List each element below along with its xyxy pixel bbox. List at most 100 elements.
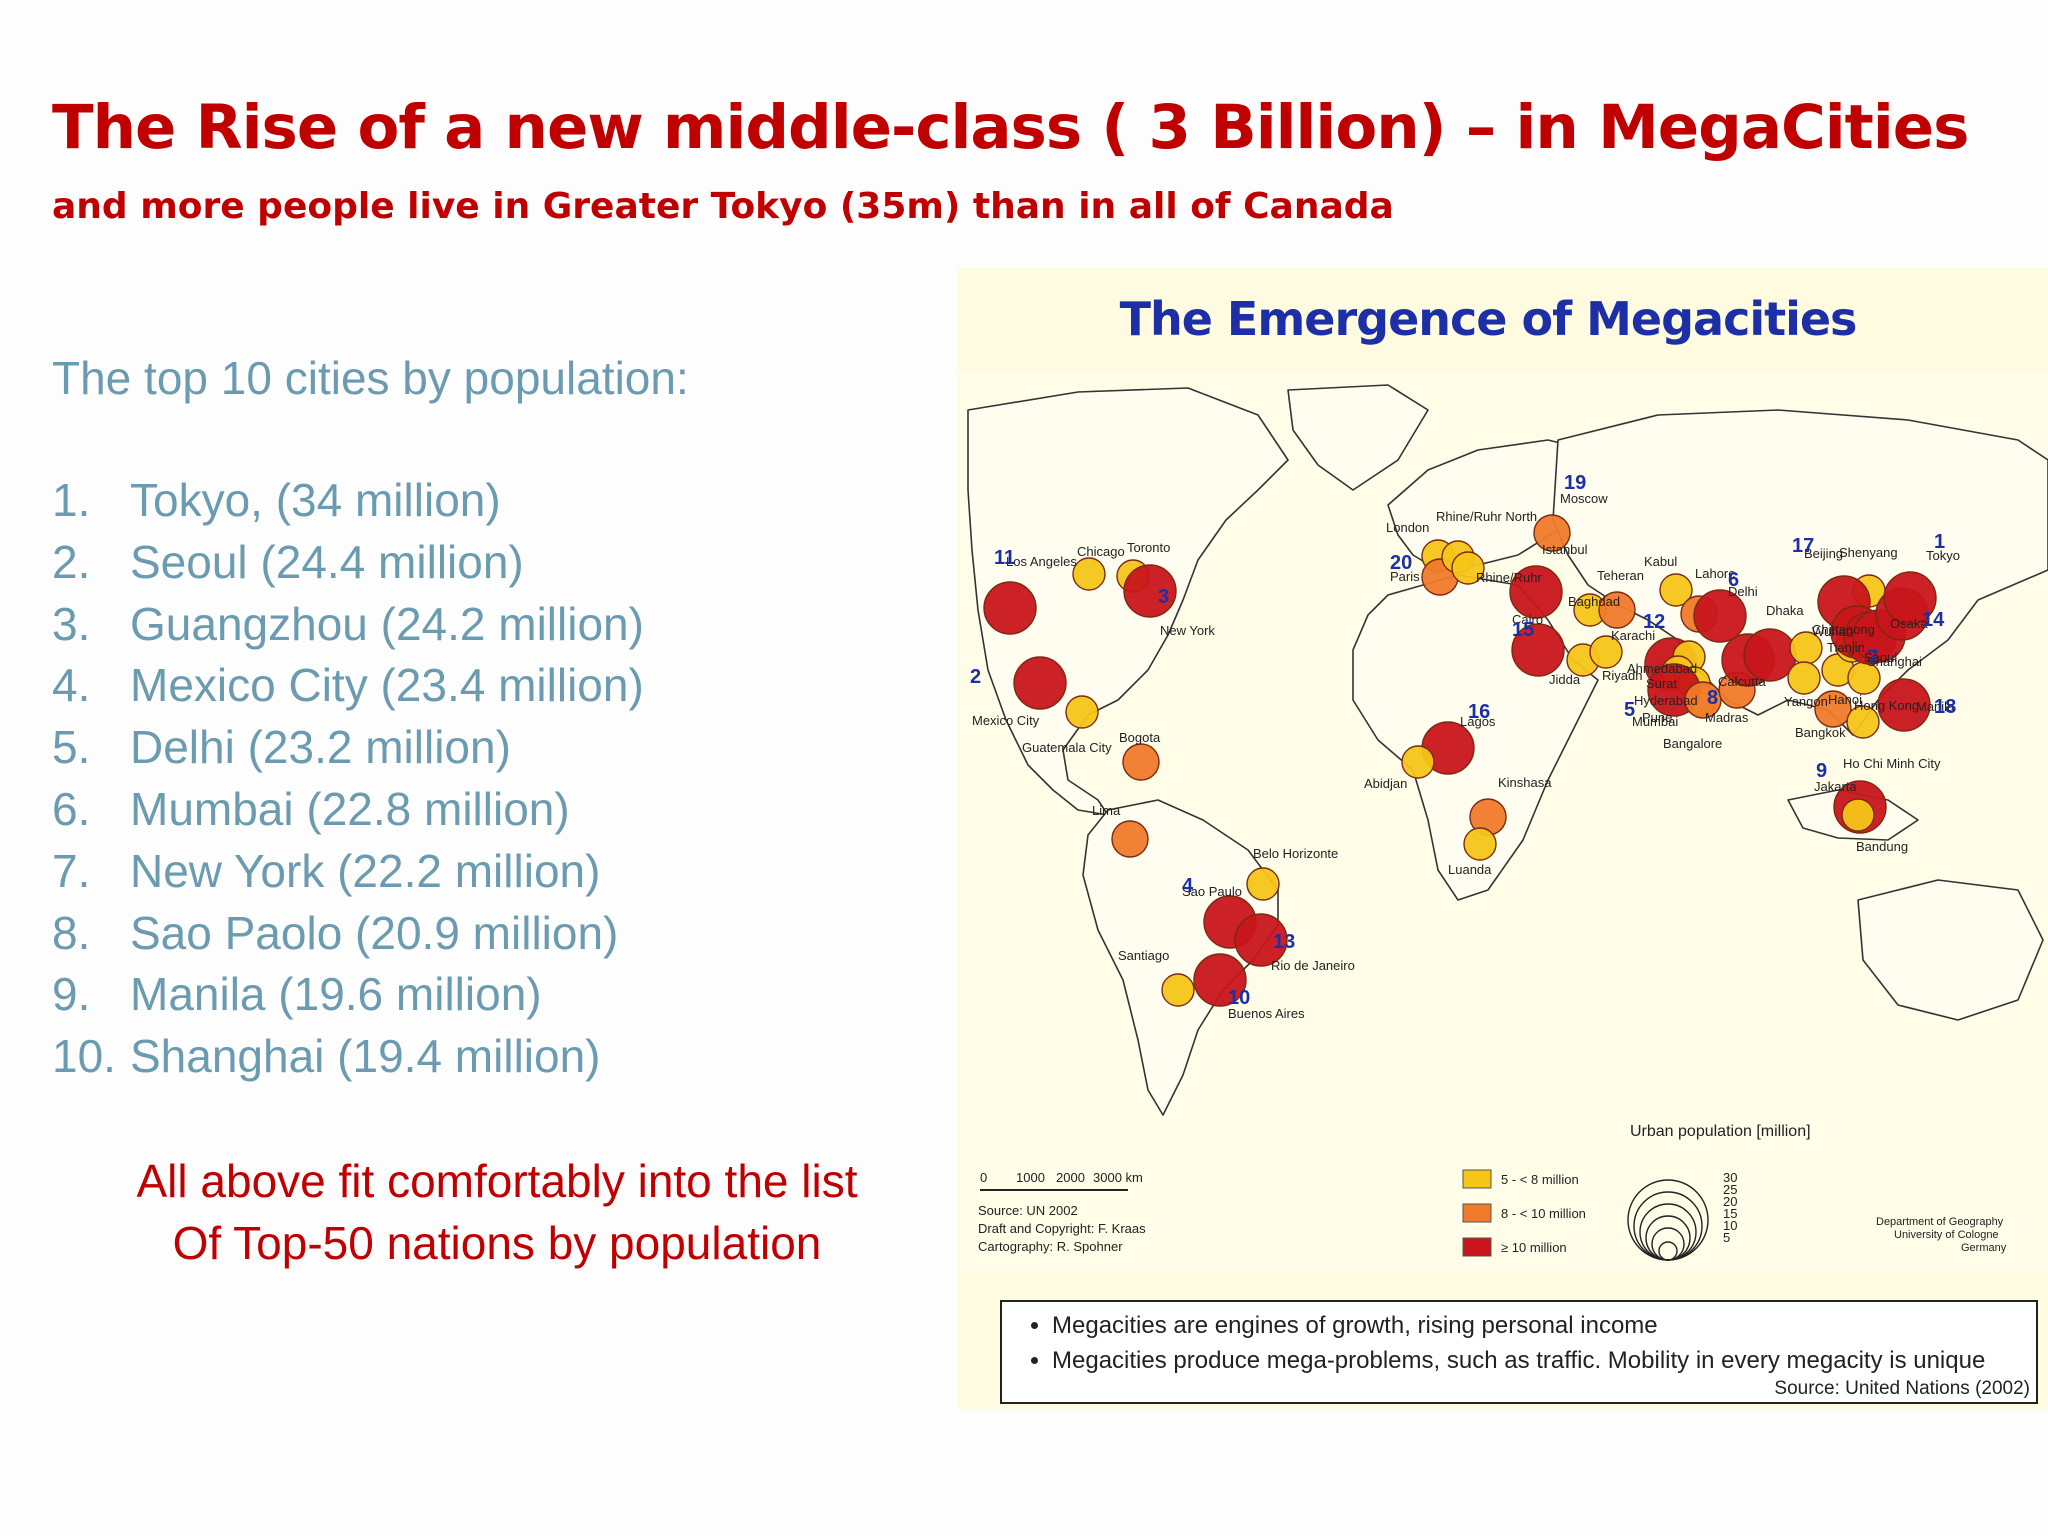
city-bubble xyxy=(1509,565,1563,619)
map-panel: The Emergence of Megacities Los Angeles 1… xyxy=(958,268,2048,1410)
city-label: Osaka xyxy=(1890,616,1928,631)
list-heading: The top 10 cities by population: xyxy=(52,352,689,404)
city-bubble xyxy=(1511,623,1565,677)
legend: Urban population [million] 5 - < 8 milli… xyxy=(1462,1123,1811,1261)
city-label: Guatemala City xyxy=(1022,740,1112,755)
city-label: Bangkok xyxy=(1795,725,1846,740)
list-item-text: Mumbai (22.8 million) xyxy=(130,782,570,835)
city-label: New York xyxy=(1160,623,1215,638)
scale-tick-2000: 2000 xyxy=(1056,1170,1085,1185)
city-rank: 16 xyxy=(1468,701,1490,723)
city-rank: 13 xyxy=(1273,931,1295,953)
city-label: Kabul xyxy=(1644,554,1677,569)
city-rank: 20 xyxy=(1390,552,1412,574)
city-label: Manila xyxy=(1916,699,1955,714)
size-step: 20 xyxy=(1723,1194,1737,1209)
list-item-text: Seoul (24.4 million) xyxy=(130,535,524,588)
city-label: Riyadh xyxy=(1602,668,1642,683)
city-label: Hong Kong xyxy=(1854,698,1919,713)
city-label: Seoul xyxy=(1864,650,1897,665)
city-label: Bandung xyxy=(1856,839,1908,854)
info-bullets: Megacities are engines of growth, rising… xyxy=(1002,1308,2036,1378)
city-label: Beijing xyxy=(1804,546,1843,561)
list-item-text: New York (22.2 million) xyxy=(130,844,601,897)
city-bubble xyxy=(1072,557,1106,591)
list-item-text: Shanghai (19.4 million) xyxy=(130,1030,601,1083)
list-item: 10. Shanghai (19.4 million) xyxy=(52,1026,644,1088)
list-item: 8. Sao Paolo (20.9 million) xyxy=(52,903,644,965)
scale-tick-3000: 3000 km xyxy=(1093,1170,1143,1185)
city-bubble xyxy=(1589,635,1623,669)
city-bubble xyxy=(1846,705,1880,739)
city-rank: 4 xyxy=(1182,875,1194,897)
city-label: Chicago xyxy=(1077,544,1125,559)
list-item-text: Tokyo, (34 million) xyxy=(130,474,501,526)
city-bubble xyxy=(1814,690,1852,728)
legend-label: 8 - < 10 million xyxy=(1501,1206,1586,1221)
list-number: 6. xyxy=(52,782,91,835)
city-label: Tianjin xyxy=(1827,640,1865,655)
city-rank: 14 xyxy=(1922,609,1945,631)
size-step: 5 xyxy=(1723,1230,1730,1245)
credit-line: Draft and Copyright: F. Kraas xyxy=(978,1221,1146,1236)
note-line-2: Of Top-50 nations by population xyxy=(172,1217,822,1269)
city-rank: 6 xyxy=(1728,569,1739,591)
city-label: Mexico City xyxy=(972,713,1040,728)
slide-subtitle: and more people live in Greater Tokyo (3… xyxy=(52,186,1394,227)
city-label: Rio de Janeiro xyxy=(1271,958,1355,973)
note-text: All above fit comfortably into the list … xyxy=(52,1150,942,1274)
city-label: Luanda xyxy=(1448,862,1492,877)
city-bubble xyxy=(1693,589,1747,643)
city-label: Hyderabad xyxy=(1634,693,1698,708)
credit-line: Cartography: R. Spohner xyxy=(978,1239,1123,1254)
size-step: 15 xyxy=(1723,1206,1737,1221)
city-label: Sao Paulo xyxy=(1182,884,1242,899)
city-label: London xyxy=(1386,520,1429,535)
city-label: Tokyo xyxy=(1926,548,1960,563)
city-bubble xyxy=(1533,514,1571,552)
city-rank: 18 xyxy=(1934,696,1956,718)
city-bubble xyxy=(1659,573,1693,607)
city-label: Baghdad xyxy=(1568,594,1620,609)
list-number: 5. xyxy=(52,721,91,774)
city-label: Rhine/Ruhr xyxy=(1476,570,1542,585)
city-label: Istanbul xyxy=(1542,542,1588,557)
city-label: Kinshasa xyxy=(1498,775,1552,790)
city-label: Bogota xyxy=(1119,730,1161,745)
city-rank: 5 xyxy=(1624,699,1635,721)
city-bubble xyxy=(1122,743,1160,781)
legend-swatch xyxy=(1462,1203,1492,1223)
city-bubbles xyxy=(983,514,1937,1007)
legend-label: ≥ 10 million xyxy=(1501,1240,1567,1255)
size-step: 10 xyxy=(1723,1218,1737,1233)
list-number: 2. xyxy=(52,535,91,588)
city-label: Shenyang xyxy=(1839,545,1898,560)
legend-swatch xyxy=(1462,1169,1492,1189)
city-rank: 12 xyxy=(1643,611,1665,633)
city-bubble xyxy=(983,581,1037,635)
city-rank: 2 xyxy=(970,666,981,688)
department-credit: Department of Geography University of Co… xyxy=(1876,1216,2007,1254)
city-label: Belo Horizonte xyxy=(1253,846,1338,861)
city-bubble xyxy=(1841,798,1875,832)
city-rank: 15 xyxy=(1512,619,1534,641)
info-bullet: Megacities are engines of growth, rising… xyxy=(1052,1308,2036,1343)
city-label: Ahmedabad xyxy=(1627,661,1697,676)
city-label: Lima xyxy=(1092,803,1121,818)
department-line: Department of Geography xyxy=(1876,1216,2004,1228)
department-line: University of Cologne xyxy=(1894,1229,1999,1241)
city-label: Buenos Aires xyxy=(1228,1006,1305,1021)
city-label: Yangon xyxy=(1784,694,1828,709)
list-item-text: Mexico City (23.4 million) xyxy=(130,659,644,712)
list-number: 4. xyxy=(52,659,91,712)
greenland-shape xyxy=(1287,384,1429,491)
city-label: Wuhan xyxy=(1812,624,1853,639)
map-title: The Emergence of Megacities xyxy=(1119,292,1858,346)
south-america-shape xyxy=(1082,799,1279,1116)
city-label: Rhine/Ruhr North xyxy=(1436,509,1537,524)
list-item: 9. Manila (19.6 million) xyxy=(52,964,644,1026)
city-label: Moscow xyxy=(1560,491,1608,506)
city-label: Dhaka xyxy=(1766,603,1804,618)
city-rank: 10 xyxy=(1228,987,1250,1009)
